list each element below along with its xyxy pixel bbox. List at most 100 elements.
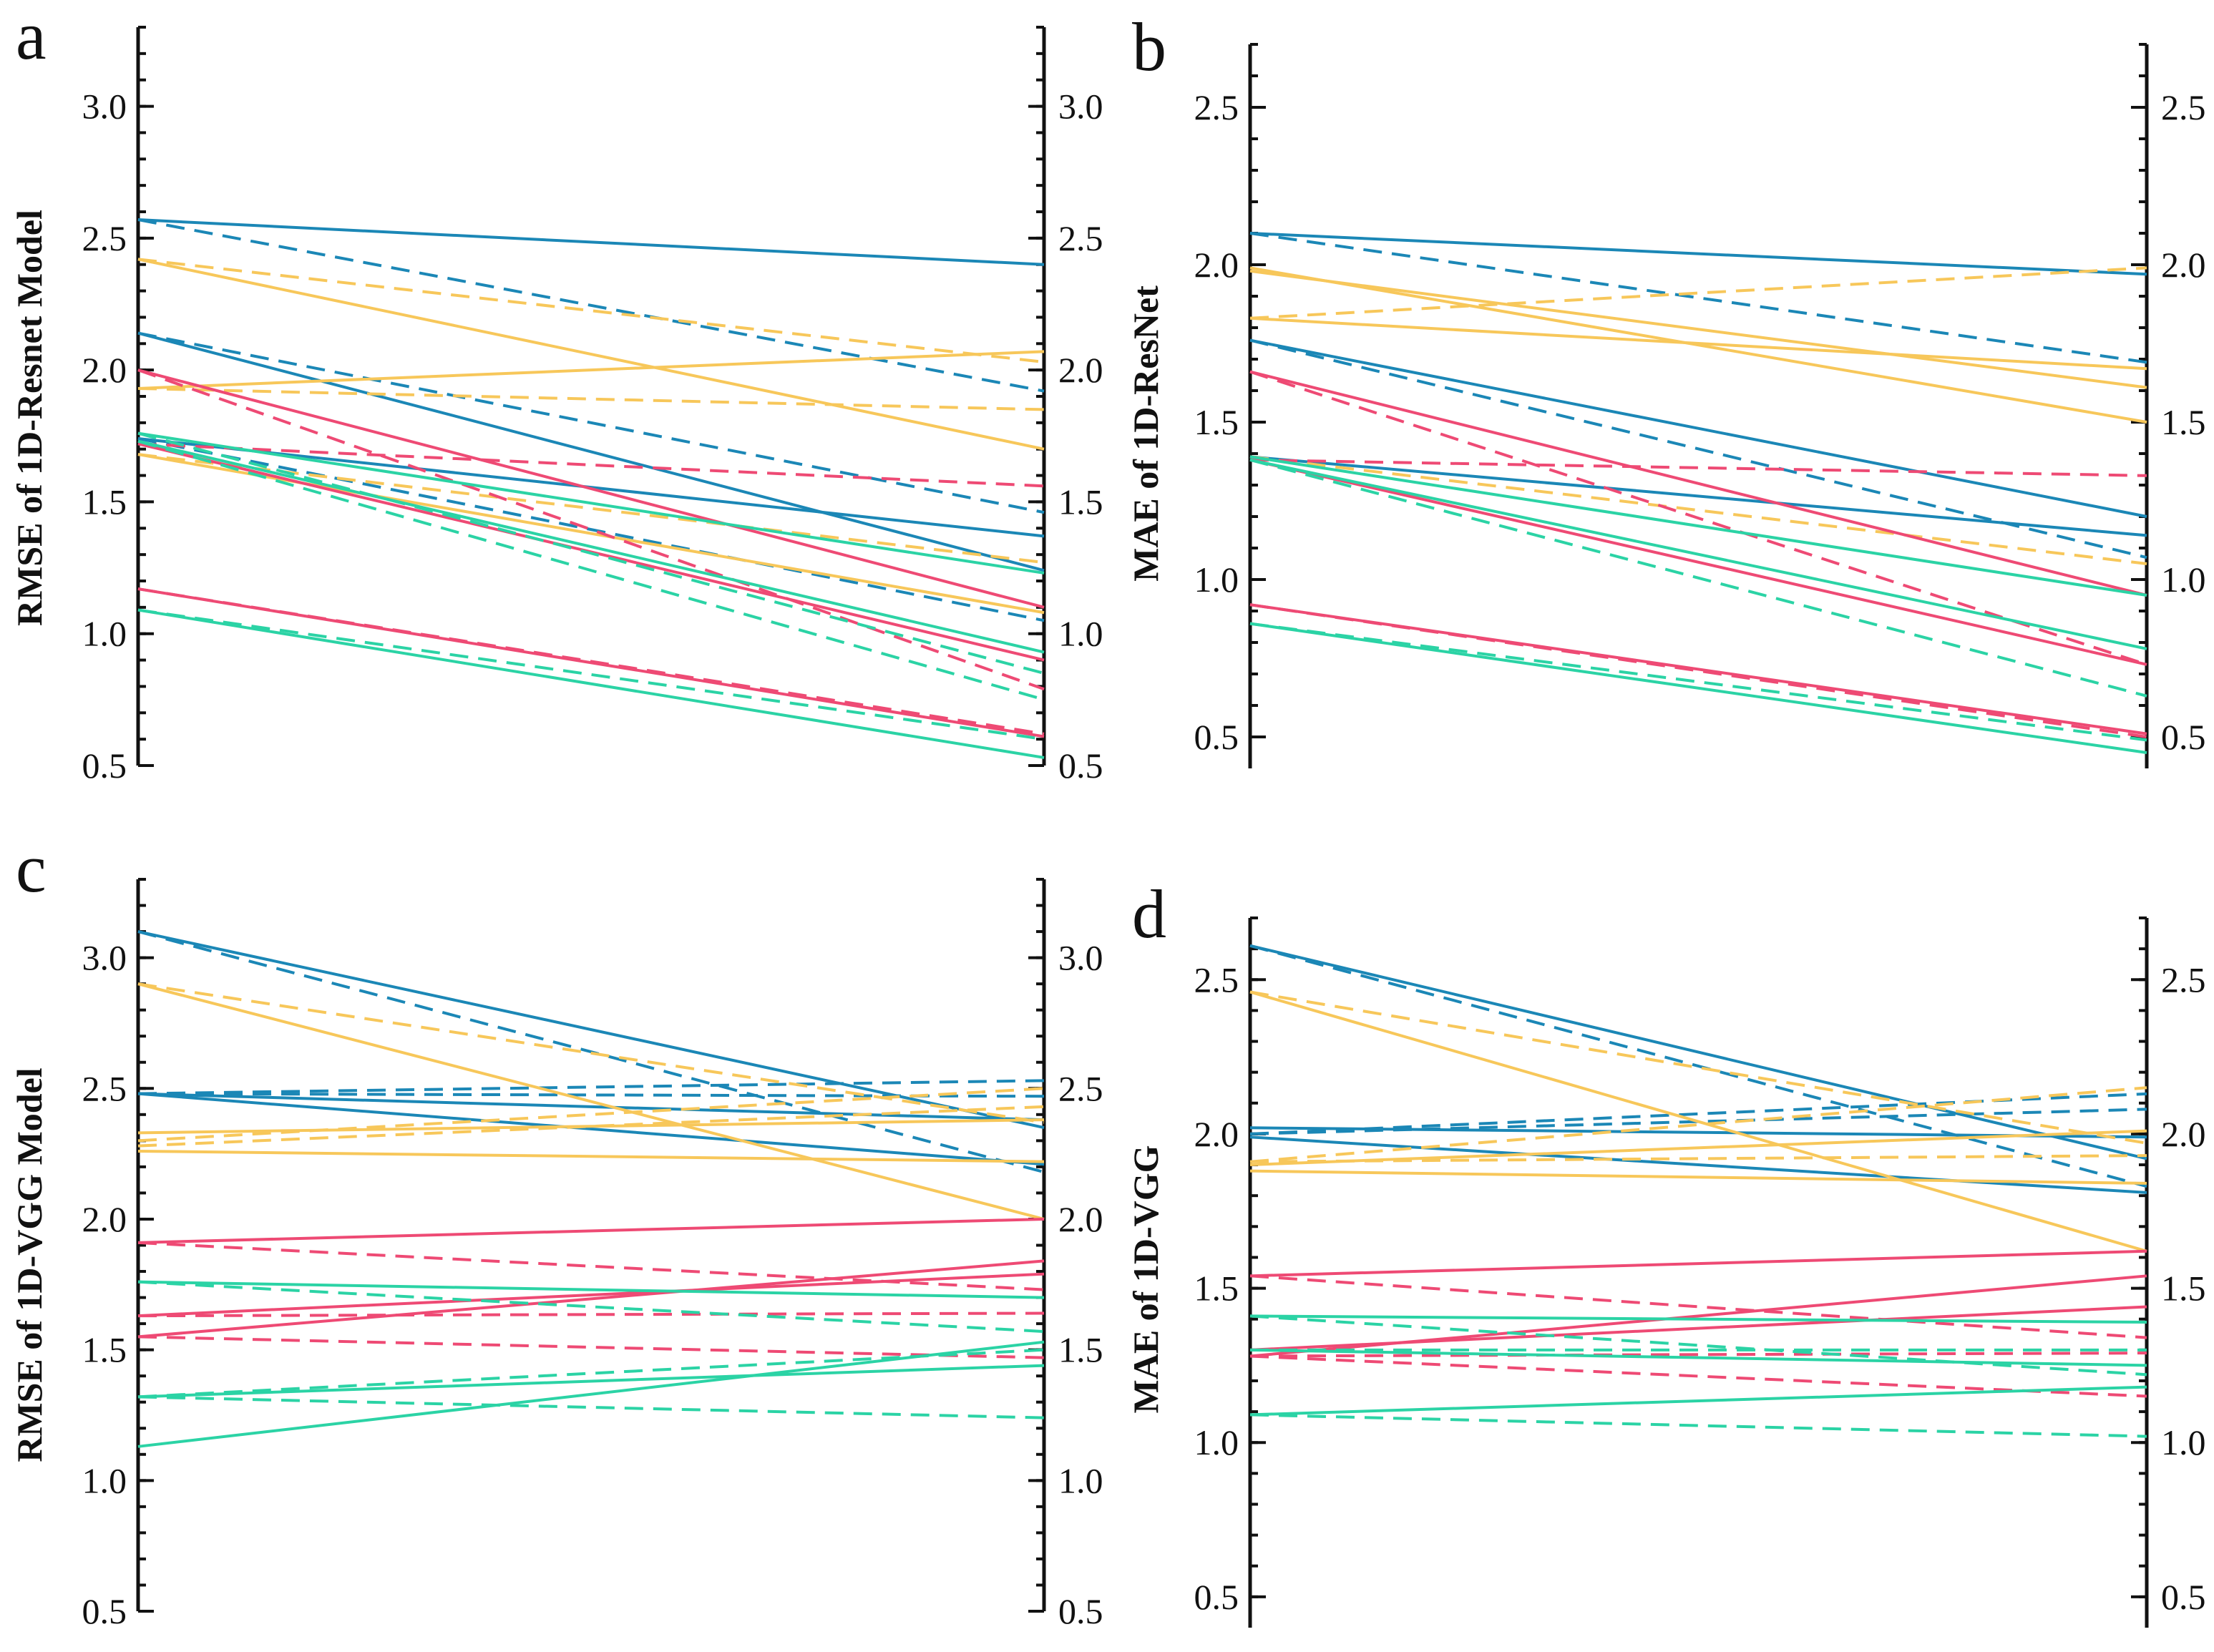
panel-c-series-red-solid (137, 1272, 1045, 1318)
panel-d-series-yellow-solid (1249, 990, 2147, 1253)
panel-b-series-yellow-solid (1249, 316, 2147, 371)
panel-b-right-tick-label: 0.5 (2161, 717, 2206, 757)
panel-c-right-tick-label: 2.5 (1058, 1068, 1103, 1108)
panel-a-series-green-dashed (137, 608, 1045, 741)
panel-b-right-tick-label: 2.0 (2161, 245, 2206, 285)
panel-a-left-tick-label: 2.5 (82, 218, 127, 258)
panel-letter-b: b (1132, 9, 1166, 85)
panel-b-left-tick-label: 1.0 (1194, 559, 1239, 600)
panel-c-series-yellow-dashed (137, 982, 1045, 1124)
panel-d-series-green-solid (1249, 1385, 2147, 1417)
panel-b-left-tick-label: 0.5 (1194, 717, 1239, 757)
panel-b-series-green-solid (1249, 458, 2147, 650)
panel-d-series-yellow-solid (1249, 1169, 2147, 1185)
panel-a-series-yellow-dashed (137, 258, 1045, 364)
panel-c-series-yellow-solid (137, 1149, 1045, 1163)
panel-c-series-red-dashed (137, 1335, 1045, 1359)
panel-d-right-tick-label: 2.5 (2161, 959, 2206, 999)
panel-b-left-tick-label: 1.5 (1194, 402, 1239, 442)
panel-a-series-green-solid (137, 431, 1045, 575)
panel-c-left-tick-label: 3.0 (82, 938, 127, 978)
panel-c-series-green-dashed (137, 1280, 1045, 1334)
panel-a-right-tick-label: 2.5 (1058, 218, 1103, 258)
panel-d-series-yellow-dashed (1249, 990, 2147, 1145)
panel-a-series-green-solid (137, 608, 1045, 759)
panel-a-left-tick-label: 0.5 (82, 746, 127, 786)
panel-a-left-tick-label: 2.0 (82, 350, 127, 390)
panel-a-series-yellow-solid (137, 350, 1045, 390)
panel-c-series-green-dashed (137, 1395, 1045, 1419)
panel-a-right-tick-label: 3.0 (1058, 87, 1103, 127)
panel-d-series-yellow-solid (1249, 1129, 2147, 1167)
panel-c-series-red-solid (137, 1217, 1045, 1244)
panel-c-series-green-dashed (137, 1348, 1045, 1399)
panel-a-left-tick-label: 3.0 (82, 87, 127, 127)
panel-b-right-tick-label: 2.5 (2161, 87, 2206, 127)
panel-b-series-red-dashed (1249, 370, 2147, 666)
panel-d-right-tick-label: 1.5 (2161, 1269, 2206, 1309)
panel-b-series-yellow-solid (1249, 269, 2147, 389)
panel-c-right-tick-label: 1.5 (1058, 1330, 1103, 1370)
panel-a-series-red-dashed (137, 368, 1045, 691)
panel-a-left-tick-label: 1.0 (82, 614, 127, 654)
panel-c-left-tick-label: 1.5 (82, 1330, 127, 1370)
panel-b-series-blue-dashed (1249, 232, 2147, 364)
panel-a-series-green-dashed (137, 431, 1045, 675)
panel-c-series-yellow-solid (137, 1118, 1045, 1135)
panel-c-series-blue-solid (137, 1092, 1045, 1122)
panel-b-series-green-dashed (1249, 622, 2147, 742)
panel-b-ylabel: MAE of 1D-ResNet (1126, 285, 1166, 582)
panel-d-series-blue-dashed (1249, 944, 2147, 1188)
panel-c: c RMSE of 1D-VGG Model 0.5 0.5 1.0 1.0 1.5 1.… (9, 830, 1103, 1631)
panel-d-series-red-dashed (1249, 1352, 2147, 1358)
panel-b-plot: 0.5 0.5 1.0 1.0 1.5 1.5 2.0 2.0 2.5 2.5 (1194, 43, 2206, 768)
panel-letter-c: c (16, 830, 47, 906)
panel-c-series-red-dashed (137, 1241, 1045, 1291)
panel-c-series-green-solid (137, 1340, 1045, 1448)
panel-d-right-tick-label: 2.0 (2161, 1114, 2206, 1154)
panel-b-series-green-solid (1249, 455, 2147, 597)
panel-d-series-yellow-dashed (1249, 1086, 2147, 1163)
panel-a-series-green-solid (137, 439, 1045, 654)
panel-b-series-red-solid (1249, 370, 2147, 597)
panel-letter-d: d (1132, 876, 1166, 952)
panel-d-series-green-solid (1249, 1348, 2147, 1367)
panel-b-series-yellow-dashed (1249, 455, 2147, 565)
panel-a-series-blue-dashed (137, 437, 1045, 622)
panel-a-series-blue-dashed (137, 218, 1045, 393)
panel-b: b MAE of 1D-ResNet 0.5 0.5 1.0 1.0 1.5 1.5 2.0… (1126, 9, 2206, 768)
panel-b-series-blue-solid (1249, 338, 2147, 518)
panel-c-series-yellow-dashed (137, 1087, 1045, 1143)
panel-c-series-blue-dashed (137, 1079, 1045, 1095)
panel-b-right-tick-label: 1.0 (2161, 559, 2206, 600)
panel-a-plot: 0.5 0.5 1.0 1.0 1.5 1.5 2.0 2.0 2.5 2.5 3.0 3.0 (82, 26, 1103, 786)
panel-a-series-blue-dashed (137, 331, 1045, 514)
panel-b-series-red-dashed (1249, 603, 2147, 738)
panel-b-series-blue-solid (1249, 232, 2147, 276)
panel-d-series-red-solid (1249, 1305, 2147, 1352)
panel-a-left-tick-label: 1.5 (82, 482, 127, 522)
panel-b-series-green-dashed (1249, 458, 2147, 698)
panel-a-right-tick-label: 2.0 (1058, 350, 1103, 390)
panel-c-series-blue-solid (137, 1092, 1045, 1166)
panel-b-series-yellow-solid (1249, 266, 2147, 424)
panel-c-left-tick-label: 1.0 (82, 1460, 127, 1500)
panel-d-series-green-solid (1249, 1314, 2147, 1324)
panel-c-left-tick-label: 2.5 (82, 1068, 127, 1108)
panel-b-series-red-solid (1249, 603, 2147, 735)
panel-d-ylabel: MAE of 1D-VGG (1126, 1145, 1166, 1414)
panel-c-series-green-solid (137, 1280, 1045, 1299)
panel-c-plot: 0.5 0.5 1.0 1.0 1.5 1.5 2.0 2.0 2.5 2.5 3.0 3.0 (82, 878, 1103, 1631)
panel-c-series-red-solid (137, 1259, 1045, 1339)
panel-b-series-green-solid (1249, 622, 2147, 754)
panel-a-right-tick-label: 1.0 (1058, 614, 1103, 654)
panel-c-left-tick-label: 2.0 (82, 1199, 127, 1239)
panel-b-right-tick-label: 1.5 (2161, 402, 2206, 442)
panel-b-series-red-dashed (1249, 458, 2147, 477)
panel-a-right-tick-label: 1.5 (1058, 482, 1103, 522)
panel-d-left-tick-label: 2.5 (1194, 959, 1239, 999)
panel-c-right-tick-label: 1.0 (1058, 1460, 1103, 1500)
panel-letter-a: a (16, 0, 47, 74)
panel-c-series-red-dashed (137, 1311, 1045, 1318)
